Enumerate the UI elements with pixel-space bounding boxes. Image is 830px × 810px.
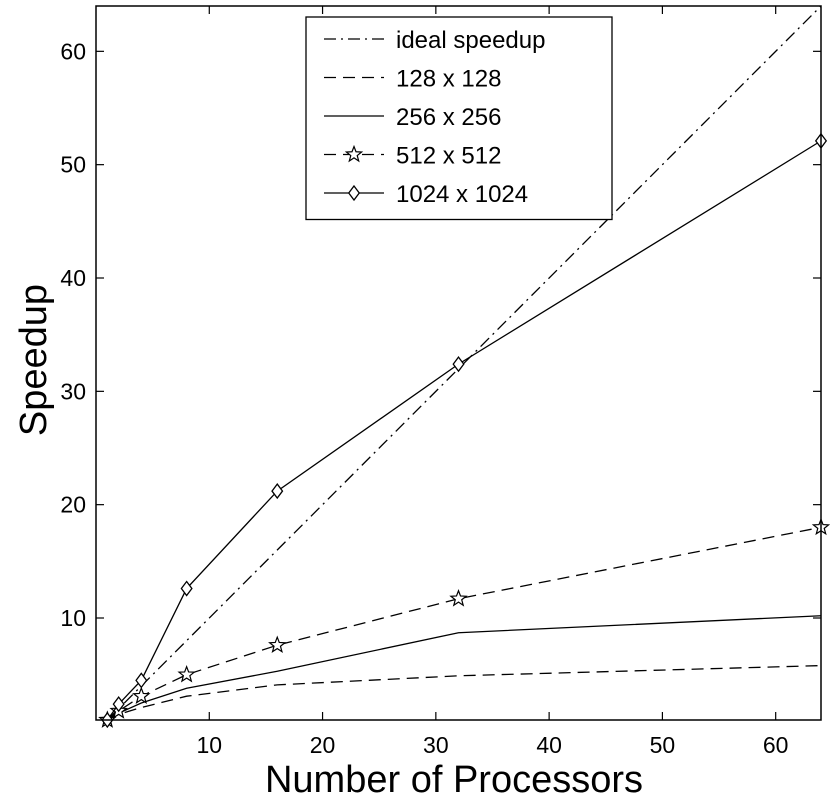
y-tick-label: 30 <box>60 378 86 404</box>
y-tick-label: 60 <box>60 38 86 64</box>
data-point <box>271 482 284 500</box>
series-line <box>106 5 822 721</box>
legend-entry: 1024 x 1024 <box>324 181 528 208</box>
legend: ideal speedup 128 x 128 256 x 256 512 x 512… <box>305 16 613 221</box>
series-line <box>106 615 822 721</box>
ticks-layer: 10 20 30 40 50 60 10 20 30 40 50 60 <box>60 6 821 758</box>
legend-label: 256 x 256 <box>396 104 501 131</box>
legend-box <box>305 16 613 221</box>
data-point <box>132 686 151 705</box>
legend-marker <box>347 184 361 202</box>
series-1 <box>106 5 822 721</box>
data-point <box>449 589 468 607</box>
legend-label: 1024 x 1024 <box>396 181 528 208</box>
series-line <box>107 664 822 721</box>
legend-marker <box>344 144 364 163</box>
y-tick-label: 20 <box>60 492 86 518</box>
data-point <box>177 664 196 683</box>
legend-entry: 128 x 128 <box>324 66 501 93</box>
legend-entry: 256 x 256 <box>324 104 501 131</box>
legend-entry: ideal speedup <box>324 27 545 54</box>
x-tick-label: 60 <box>763 732 789 758</box>
series-line <box>106 140 822 721</box>
x-tick-label: 10 <box>196 732 222 758</box>
series-3 <box>106 615 822 721</box>
data-point <box>180 580 193 597</box>
series-5 <box>101 132 828 729</box>
plot-frame <box>95 5 822 721</box>
data-point <box>268 635 287 654</box>
legend-label: 512 x 512 <box>396 143 501 170</box>
legend-label: ideal speedup <box>396 27 545 54</box>
x-tick-label: 40 <box>536 732 562 758</box>
x-tick-label: 30 <box>423 732 449 758</box>
x-axis-label: Number of Processors <box>265 759 643 801</box>
series-2 <box>107 664 822 721</box>
series-4 <box>98 517 830 728</box>
legend-entry: 512 x 512 <box>324 143 501 170</box>
y-axis-label: Speedup <box>13 284 55 436</box>
data-point <box>135 672 148 689</box>
x-tick-label: 50 <box>650 732 676 758</box>
series-line <box>106 526 822 721</box>
y-tick-label: 40 <box>60 265 86 291</box>
data-point <box>452 356 465 373</box>
y-tick-label: 50 <box>60 152 86 178</box>
series-layer <box>98 5 830 729</box>
x-tick-label: 20 <box>310 732 336 758</box>
data-point <box>112 696 125 713</box>
legend-label: 128 x 128 <box>396 66 501 93</box>
y-tick-label: 10 <box>60 605 86 631</box>
